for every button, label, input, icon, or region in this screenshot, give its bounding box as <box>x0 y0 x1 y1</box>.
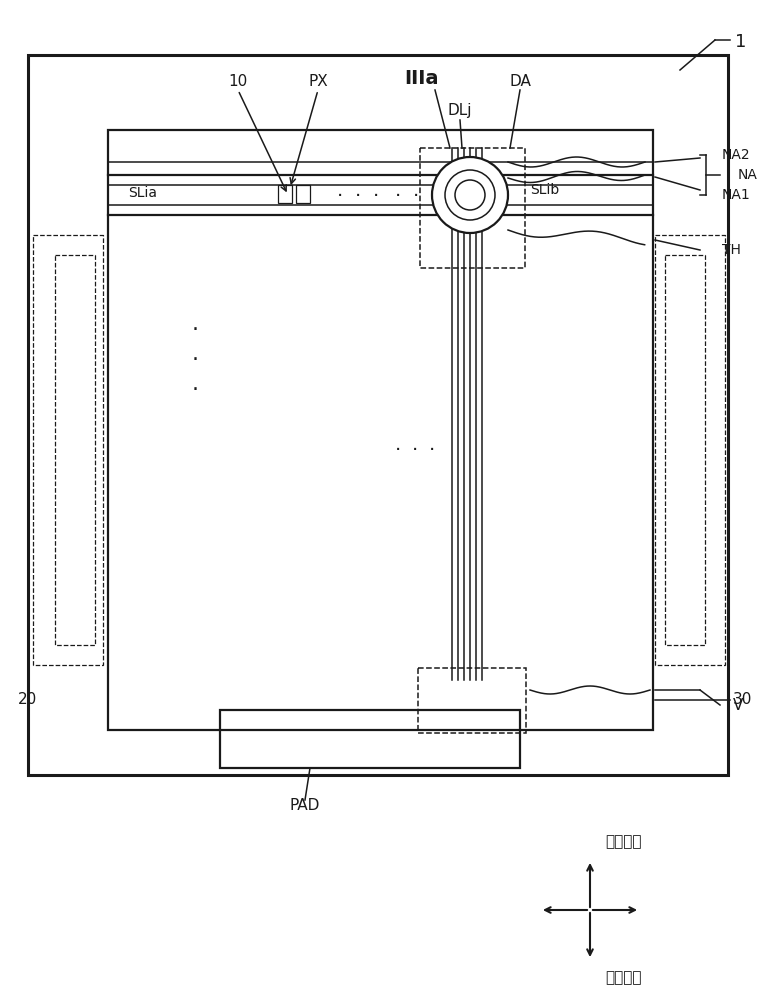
Text: ·: · <box>355 186 361 206</box>
Text: 10: 10 <box>228 75 247 90</box>
Text: ·: · <box>373 186 379 206</box>
Bar <box>220 710 520 768</box>
Text: ·: · <box>395 440 401 460</box>
Text: ·: · <box>412 440 418 460</box>
Bar <box>278 185 292 203</box>
Circle shape <box>432 157 508 233</box>
Text: ·: · <box>429 440 435 460</box>
Text: DA: DA <box>509 75 531 90</box>
Text: V: V <box>733 698 743 712</box>
Text: 20: 20 <box>18 692 38 708</box>
Text: TH: TH <box>722 243 741 257</box>
Circle shape <box>455 180 485 210</box>
Bar <box>655 235 725 665</box>
Bar <box>108 130 653 730</box>
Text: NA1: NA1 <box>722 188 751 202</box>
Text: 30: 30 <box>733 692 753 708</box>
Circle shape <box>445 170 495 220</box>
Bar <box>418 668 526 733</box>
Text: 1: 1 <box>735 33 746 51</box>
Text: NA2: NA2 <box>722 148 750 162</box>
Text: IIIa: IIIa <box>405 68 439 88</box>
Bar <box>33 235 103 665</box>
Bar <box>420 148 525 268</box>
Text: ·: · <box>395 186 401 206</box>
Text: PAD: PAD <box>290 798 320 812</box>
Bar <box>28 55 728 775</box>
Text: ·: · <box>191 320 198 340</box>
Text: ·: · <box>337 186 343 206</box>
Text: ·: · <box>191 350 198 370</box>
Text: PX: PX <box>308 75 328 90</box>
Bar <box>665 255 705 645</box>
Bar <box>296 185 310 203</box>
Text: 第一方向: 第一方向 <box>605 970 641 986</box>
Text: SLib: SLib <box>530 183 559 197</box>
Text: SLia: SLia <box>128 186 157 200</box>
Text: NA: NA <box>738 168 758 182</box>
Bar <box>55 255 95 645</box>
Text: 第二方向: 第二方向 <box>605 834 641 850</box>
Text: DLj: DLj <box>448 103 472 117</box>
Text: ·: · <box>191 380 198 400</box>
Text: ·: · <box>413 186 419 206</box>
Text: ·: · <box>431 186 437 206</box>
